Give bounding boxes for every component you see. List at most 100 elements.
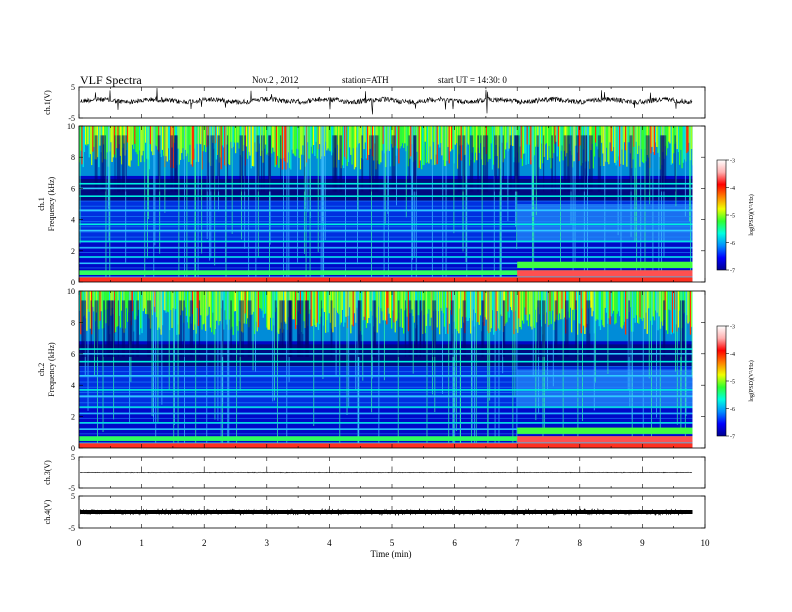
spectrogram-gap [498, 135, 501, 192]
spectrogram-streak [601, 126, 603, 143]
spectrogram-sferic [155, 291, 157, 448]
spectrogram-streak [199, 126, 201, 144]
spectrogram-streak [428, 291, 430, 310]
spectrogram-streak [115, 126, 117, 158]
spectrogram-streak [419, 126, 422, 161]
spectrogram-streak [205, 126, 207, 153]
spectrogram-streak [155, 126, 158, 147]
spectrogram-streak [364, 291, 366, 321]
spectrogram-sferic [452, 291, 454, 448]
spectrogram-streak [278, 291, 280, 334]
spectrogram-streak [286, 291, 288, 330]
spectrogram-streak [292, 291, 294, 320]
spectrogram-streak [557, 126, 560, 147]
spectrogram-streak [613, 291, 615, 311]
spectrogram-gap [469, 135, 474, 192]
spectrogram-sferic [209, 126, 211, 261]
spectrogram-gap [121, 135, 125, 192]
spectrogram-sferic [252, 291, 254, 371]
spectrogram-faint-band [79, 433, 693, 435]
spectrogram-band [79, 374, 693, 377]
spectrogram-streak [184, 291, 186, 308]
spectrogram-streak [493, 291, 495, 335]
spectrogram-sferic [255, 291, 256, 372]
spectrogram-gap [586, 300, 591, 357]
spectrogram-streak [604, 291, 606, 308]
spectrogram-streak [658, 291, 660, 317]
spectrogram-sferic [339, 291, 341, 448]
spectrogram-streak [341, 291, 344, 310]
spectrogram-sferic [442, 126, 444, 282]
spectrogram-streak [167, 291, 170, 313]
spectrogram-band [79, 187, 693, 190]
spectrogram-streak [208, 291, 210, 307]
spectrogram-streak [488, 291, 490, 334]
spectrogram-streak [421, 291, 423, 311]
spectrogram-streak [205, 291, 207, 331]
spectrogram-gap [330, 300, 333, 357]
spectrogram-gap [450, 300, 454, 357]
spectrogram-gap [563, 135, 567, 192]
spectrogram-streak [92, 291, 94, 307]
spectrogram-streak [221, 126, 224, 146]
spectrogram-streak [344, 291, 346, 323]
spectrogram-streak [331, 126, 333, 156]
spectrogram-ylabel: Frequency (kHz) [47, 342, 56, 397]
spectrogram-streak [136, 126, 138, 155]
spectrogram-streak [608, 291, 610, 319]
spectrogram-streak [623, 291, 626, 322]
spectrogram-sferic [494, 291, 496, 448]
colorbar-label: log(PSD)(V²/Hz) [748, 360, 755, 401]
spectrogram-gap [116, 135, 121, 192]
spectrogram-faint-band [79, 236, 693, 238]
colorbar-tick-label: -6 [730, 241, 735, 247]
spectrogram-streak [454, 291, 456, 329]
spectrogram-sferic [322, 126, 324, 282]
spectrogram-streak [265, 126, 267, 145]
spectrogram-streak [262, 291, 264, 318]
spectrogram-streak [326, 291, 328, 321]
spectrogram-streak [651, 126, 653, 147]
spectrogram-streak [653, 291, 656, 321]
spectrogram-streak [605, 291, 608, 313]
spectrogram-streak [91, 126, 93, 166]
spectrogram-streak [137, 126, 140, 167]
spectrogram-streak [512, 126, 514, 147]
spectrogram-sferic [94, 291, 95, 377]
spectrogram-gap [339, 135, 343, 192]
spectrogram-sferic [454, 291, 456, 448]
spectrogram-streak [379, 291, 381, 324]
spectrogram-gap [100, 135, 104, 192]
spectrogram-sferic [531, 126, 533, 216]
x-tick-label: 2 [202, 538, 207, 548]
spectrogram-streak [596, 126, 598, 147]
spectrogram-faint-band [79, 366, 693, 367]
spectrogram-streak [652, 291, 654, 317]
spectrogram-sferic [148, 126, 150, 219]
spectrogram-sferic [577, 291, 579, 448]
spectrogram-faint-band [79, 376, 693, 378]
x-tick-label: 9 [640, 538, 645, 548]
spectrogram-sferic [689, 126, 690, 222]
spectrogram-sferic [572, 126, 574, 282]
spectrogram-streak [245, 291, 248, 324]
spectrogram-streak [297, 126, 299, 150]
spectrogram-faint-band [79, 257, 693, 259]
spectrogram-sferic [652, 126, 654, 282]
spectrogram-streak [187, 291, 189, 323]
spectrogram-sferic [498, 291, 500, 448]
spectrogram-sferic [650, 291, 652, 448]
colorbar-tick-label: -5 [730, 380, 735, 386]
spectrogram-streak [521, 291, 524, 321]
spectrogram-streak [169, 126, 171, 160]
spectrogram-streak [622, 291, 624, 326]
spectrogram-gap [514, 135, 519, 192]
spectrogram-streak [237, 291, 239, 331]
spectrogram-sferic [471, 291, 473, 448]
spectrogram-streak [350, 291, 352, 334]
colorbar-bar [716, 159, 727, 271]
spectrogram-streak [645, 291, 647, 313]
y-tick-label: 6 [71, 184, 75, 193]
spectrogram-streak [127, 126, 129, 143]
spectrogram-streak [597, 291, 599, 320]
